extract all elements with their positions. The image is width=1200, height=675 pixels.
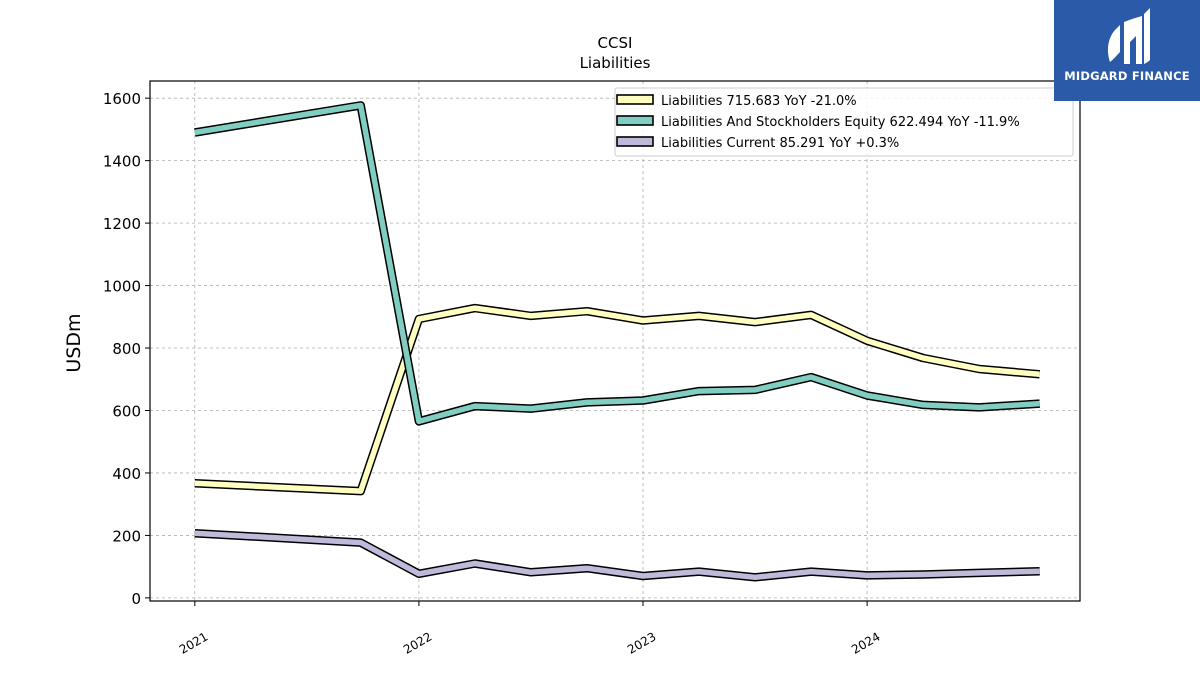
y-tick-label: 0: [131, 590, 141, 608]
series-line: [194, 530, 1040, 581]
logo-text: MIDGARD FINANCE: [1064, 69, 1190, 83]
y-tick-label: 1200: [103, 215, 141, 233]
x-tick-label: 2021: [177, 629, 210, 656]
legend-swatch: [616, 94, 654, 105]
legend-label: Liabilities And Stockholders Equity 622.…: [661, 115, 1020, 130]
series-liabilities-current: [194, 528, 1040, 582]
y-tick-label: 400: [112, 465, 141, 483]
y-tick-label: 800: [112, 340, 141, 358]
x-tick-label: 2022: [401, 629, 434, 656]
plot-frame: [149, 80, 1081, 602]
y-tick-label: 1600: [103, 90, 141, 108]
logo-mark-icon: [1107, 8, 1150, 64]
chart-title: CCSI: [598, 34, 633, 52]
axis-ticks: 0 200 400 600 800 1000 1200 1400 1600 2021 2022 202…: [103, 90, 883, 657]
legend-frame: [614, 87, 1074, 157]
y-tick-label: 200: [112, 527, 141, 545]
legend: Liabilities 715.683 YoY -21.0% Liabilitie…: [614, 87, 1074, 157]
legend-label: Liabilities Current 85.291 YoY +0.3%: [661, 136, 899, 151]
grid: [150, 81, 1080, 601]
x-tick-label: 2023: [625, 629, 658, 656]
legend-swatch: [616, 136, 654, 147]
y-tick-label: 1400: [103, 153, 141, 171]
series-liabilities-and-stockholders-equity: [194, 101, 1040, 426]
chart-subtitle: Liabilities: [580, 54, 651, 72]
series-line: [194, 102, 1040, 425]
x-tick-label: 2024: [849, 629, 882, 656]
legend-swatch: [616, 115, 654, 126]
midgard-finance-logo: MIDGARD FINANCE: [1054, 0, 1200, 101]
y-tick-label: 1000: [103, 278, 141, 296]
legend-label: Liabilities 715.683 YoY -21.0%: [661, 94, 857, 109]
series-lines: [194, 101, 1041, 582]
series-line: [194, 305, 1040, 494]
y-axis-label: USDm: [63, 313, 85, 372]
y-tick-label: 600: [112, 402, 141, 420]
series-liabilities: [194, 303, 1041, 496]
